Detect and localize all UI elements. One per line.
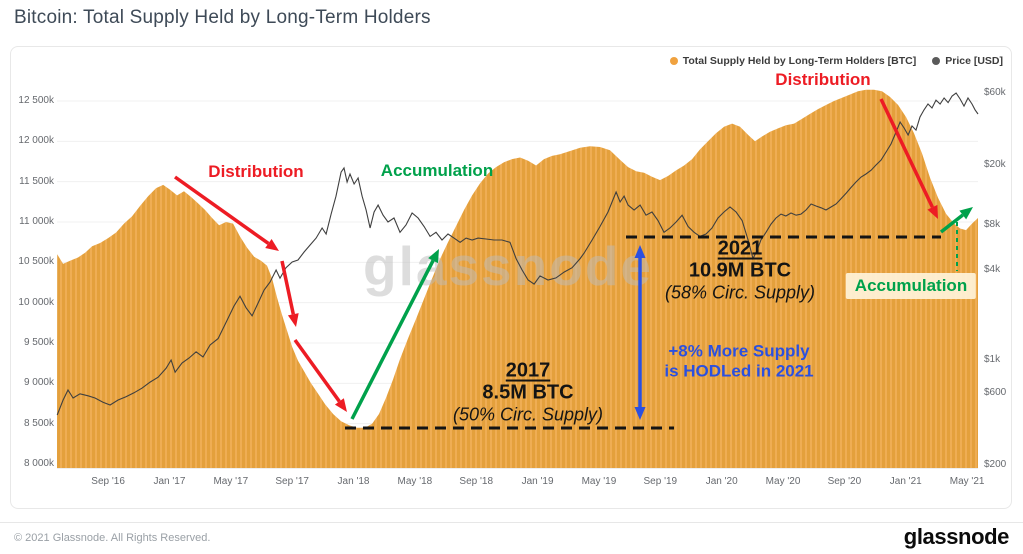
green-arrow-2018 bbox=[350, 259, 435, 420]
delta-note-line2: is HODLed in 2021 bbox=[664, 362, 814, 381]
arrowhead bbox=[634, 407, 646, 420]
y-left-tick-label: 11 000k bbox=[19, 216, 54, 227]
delta-note: +8% More Supply is HODLed in 2021 bbox=[664, 342, 813, 383]
y-left-tick-label: 8 000k bbox=[23, 458, 54, 469]
legend-item-supply[interactable]: Total Supply Held by Long-Term Holders [… bbox=[669, 55, 917, 67]
arrowhead bbox=[959, 207, 973, 220]
red-arrow-1c bbox=[293, 338, 341, 403]
callout-2017-amount: 8.5M BTC bbox=[482, 381, 574, 404]
x-tick-label: Sep '18 bbox=[459, 476, 494, 487]
callout-2021-amount: 10.9M BTC bbox=[688, 259, 792, 282]
y-left-tick-label: 10 000k bbox=[18, 296, 54, 308]
y-left-tick-label: 9 000k bbox=[23, 377, 54, 389]
chart-legend: Total Supply Held by Long-Term Holders [… bbox=[669, 55, 1003, 67]
annotation-distribution-2021: Distribution bbox=[775, 70, 871, 89]
y-right-tick-label: $8k bbox=[984, 218, 1001, 230]
footer-divider bbox=[0, 522, 1023, 523]
x-tick-label: May '20 bbox=[765, 476, 801, 487]
y-right-tick-label: $1k bbox=[984, 354, 1001, 365]
y-left-tick-label: 12 500k bbox=[18, 95, 54, 106]
page-title: Bitcoin: Total Supply Held by Long-Term … bbox=[14, 7, 431, 28]
x-tick-label: May '18 bbox=[397, 476, 433, 487]
x-tick-label: Sep '19 bbox=[643, 476, 678, 487]
x-tick-label: Sep '17 bbox=[275, 476, 309, 487]
callout-2017-share: (50% Circ. Supply) bbox=[452, 404, 604, 425]
callout-2021-year: 2021 bbox=[717, 237, 763, 260]
callout-2021-share: (58% Circ. Supply) bbox=[664, 282, 816, 303]
copyright-text: © 2021 Glassnode. All Rights Reserved. bbox=[14, 532, 211, 544]
y-right-tick-label: $4k bbox=[984, 263, 1001, 275]
annotation-accumulation-2018: Accumulation bbox=[380, 161, 494, 180]
supply-series-dot-icon bbox=[669, 57, 678, 65]
x-tick-label: Jan '17 bbox=[153, 476, 186, 487]
x-tick-label: Sep '20 bbox=[827, 476, 862, 487]
red-arrow-1a bbox=[173, 175, 270, 245]
x-tick-label: Jan '18 bbox=[337, 476, 370, 487]
y-left-tick-label: 9 500k bbox=[23, 337, 54, 348]
x-tick-label: May '17 bbox=[213, 476, 249, 487]
legend-item-supply-label: Total Supply Held by Long-Term Holders [… bbox=[682, 55, 917, 67]
x-tick-label: May '21 bbox=[949, 476, 985, 487]
callout-2017: 2017 8.5M BTC (50% Circ. Supply) bbox=[453, 360, 603, 425]
x-tick-label: Sep '16 bbox=[91, 476, 125, 487]
arrowhead bbox=[287, 313, 299, 327]
arrowhead bbox=[265, 238, 279, 251]
callout-2021: 2021 10.9M BTC (58% Circ. Supply) bbox=[665, 238, 815, 303]
arrowhead bbox=[428, 249, 439, 264]
y-left-tick-label: 10 500k bbox=[18, 256, 54, 268]
x-tick-label: May '19 bbox=[581, 476, 617, 487]
price-line-series[interactable] bbox=[56, 92, 979, 416]
x-tick-label: Jan '20 bbox=[705, 476, 738, 487]
supply-area-series[interactable] bbox=[57, 89, 978, 468]
legend-item-price-label: Price [USD] bbox=[945, 55, 1003, 67]
y-left-tick-label: 12 000k bbox=[18, 135, 54, 147]
y-left-tick-label: 8 500k bbox=[23, 417, 54, 429]
delta-note-line1: +8% More Supply bbox=[668, 341, 810, 361]
y-right-tick-label: $600 bbox=[984, 387, 1007, 399]
y-right-tick-label: $60k bbox=[984, 87, 1006, 99]
green-arrow-2021 bbox=[939, 213, 964, 234]
red-arrow-1b bbox=[280, 260, 296, 315]
watermark: glassnode bbox=[363, 235, 653, 297]
annotation-distribution-2017: Distribution bbox=[208, 162, 304, 181]
annotation-accumulation-2021: Accumulation bbox=[845, 273, 977, 299]
y-right-tick-label: $200 bbox=[984, 458, 1007, 470]
red-arrow-2021 bbox=[879, 98, 935, 209]
legend-item-price[interactable]: Price [USD] bbox=[932, 55, 1003, 67]
arrowhead bbox=[927, 204, 938, 219]
price-series-dot-icon bbox=[932, 57, 941, 65]
y-right-tick-label: $20k bbox=[984, 158, 1006, 170]
x-tick-label: Jan '21 bbox=[889, 476, 922, 487]
glassnode-logo: glassnode bbox=[903, 524, 1010, 549]
y-left-tick-label: 11 500k bbox=[19, 175, 54, 187]
x-tick-label: Jan '19 bbox=[521, 476, 554, 487]
arrowhead bbox=[334, 398, 347, 412]
callout-2017-year: 2017 bbox=[505, 359, 551, 382]
arrowhead bbox=[634, 245, 646, 258]
